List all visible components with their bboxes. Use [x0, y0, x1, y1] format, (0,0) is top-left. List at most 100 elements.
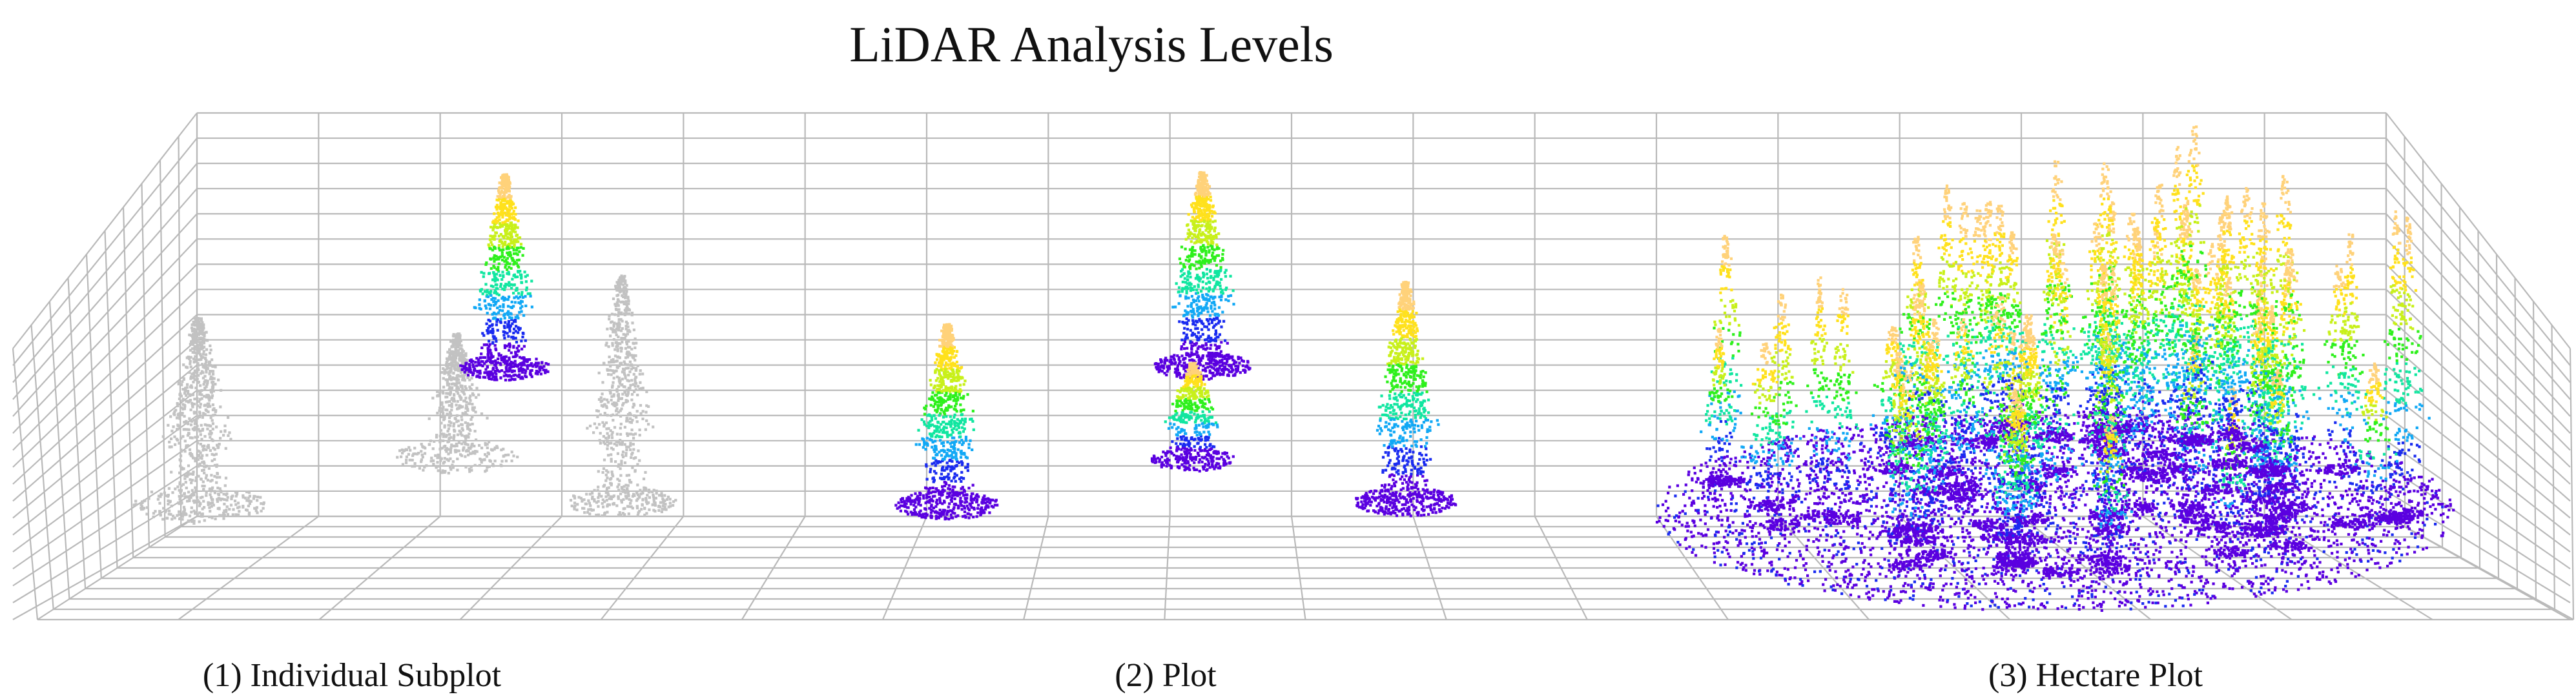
lidar-point [599, 414, 602, 416]
lidar-point [508, 225, 510, 227]
lidar-point [448, 352, 451, 354]
lidar-point [188, 500, 191, 502]
lidar-point [460, 406, 462, 409]
lidar-point [630, 413, 632, 416]
lidar-point [657, 505, 660, 508]
lidar-point [178, 416, 181, 418]
lidar-point [430, 457, 433, 460]
lidar-point [201, 429, 204, 432]
lidar-point [964, 418, 967, 420]
lidar-point [489, 460, 492, 463]
lidar-point [617, 489, 620, 491]
lidar-point [972, 516, 974, 518]
lidar-point [624, 292, 627, 295]
lidar-point [617, 514, 620, 516]
lidar-point [535, 370, 538, 372]
lidar-point [933, 470, 936, 472]
lidar-point [962, 409, 965, 411]
lidar-point [489, 258, 492, 261]
lidar-point [188, 393, 191, 396]
lidar-point [953, 356, 956, 359]
lidar-point [169, 446, 171, 449]
lidar-point [494, 460, 497, 462]
lidar-point [500, 321, 502, 324]
lidar-point [966, 393, 969, 396]
lidar-point [629, 361, 632, 363]
lidar-point [617, 283, 619, 286]
lidar-point [469, 429, 471, 432]
lidar-point [647, 423, 650, 425]
lidar-point [508, 358, 511, 361]
lidar-point [647, 501, 650, 504]
lidar-point [958, 420, 961, 422]
lidar-point [954, 454, 957, 457]
lidar-point [205, 396, 208, 398]
lidar-point [488, 465, 491, 468]
lidar-point [935, 427, 938, 429]
lidar-point [479, 290, 482, 292]
lidar-point [188, 418, 191, 420]
lidar-point [520, 367, 522, 369]
lidar-point [631, 314, 634, 316]
lidar-point [486, 443, 489, 445]
lidar-point [247, 497, 250, 500]
lidar-point [179, 517, 181, 520]
lidar-point [191, 436, 194, 439]
lidar-point [185, 421, 188, 424]
lidar-point [531, 306, 533, 309]
lidar-point [936, 358, 938, 361]
lidar-point [514, 301, 517, 303]
lidar-point [200, 457, 203, 460]
lidar-point [645, 420, 648, 422]
lidar-point [962, 515, 964, 518]
lidar-point [617, 385, 620, 388]
lidar-point [469, 418, 472, 421]
lidar-point [222, 434, 225, 436]
lidar-point [191, 507, 193, 509]
lidar-point [942, 489, 944, 491]
lidar-point [931, 515, 933, 518]
lidar-point [179, 498, 181, 500]
lidar-point [617, 348, 619, 350]
lidar-point [205, 494, 207, 497]
lidar-point [960, 409, 962, 412]
lidar-point [945, 363, 947, 365]
lidar-point [529, 292, 531, 295]
lidar-point [954, 480, 957, 483]
lidar-point [651, 491, 654, 493]
lidar-point [158, 510, 161, 512]
lidar-point [613, 503, 615, 505]
lidar-point [931, 499, 933, 501]
lidar-point [262, 507, 265, 510]
lidar-point [180, 383, 183, 386]
lidar-point [623, 369, 626, 371]
lidar-point [499, 274, 501, 277]
lidar-point [192, 381, 194, 383]
lidar-point [204, 423, 207, 426]
lidar-point [664, 506, 666, 509]
lidar-point [216, 472, 218, 474]
lidar-point [900, 505, 902, 507]
lidar-point [930, 404, 933, 407]
lidar-point [956, 491, 958, 494]
lidar-point [639, 434, 641, 436]
lidar-point [254, 507, 257, 510]
lidar-point [201, 485, 204, 487]
lidar-point [259, 496, 262, 499]
lidar-point [200, 424, 203, 427]
lidar-point [201, 415, 203, 418]
lidar-point [621, 278, 624, 280]
lidar-point [209, 352, 211, 354]
lidar-point [518, 311, 520, 314]
lidar-point [212, 370, 214, 372]
lidar-point [192, 376, 195, 379]
lidar-point [952, 508, 954, 511]
lidar-point [464, 358, 466, 361]
lidar-point [602, 498, 604, 501]
lidar-point [602, 471, 604, 474]
lidar-point [517, 227, 519, 229]
lidar-point [611, 434, 613, 436]
grid-line [2442, 184, 2443, 548]
lidar-point [196, 425, 198, 427]
lidar-point [201, 449, 204, 451]
